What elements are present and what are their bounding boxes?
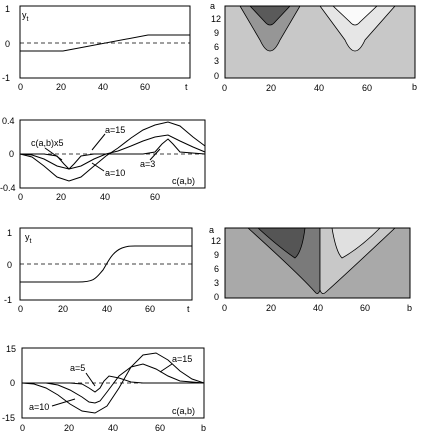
x-tick-label: 0 [18, 192, 23, 202]
contour-negative-outer [239, 6, 301, 52]
x-tick-label: 20 [266, 303, 276, 313]
annotation-leader [149, 148, 161, 161]
x-tick-label: 60 [140, 82, 150, 92]
annotation-leader [91, 133, 106, 151]
x-tick-label: 40 [314, 83, 324, 93]
x-tick-label: 0 [18, 304, 23, 314]
annotation: a=10 [29, 402, 49, 412]
annotation-leader [44, 147, 63, 161]
x-tick-label: 20 [56, 192, 66, 202]
x-label: b [412, 82, 417, 92]
x-label: b [201, 423, 206, 433]
annotation: a=10 [105, 168, 125, 178]
x-tick-label: 40 [98, 82, 108, 92]
x-tick-label: 60 [360, 303, 370, 313]
y-tick-label: 0 [7, 260, 12, 270]
y-tick-label: -1 [4, 295, 12, 305]
annotation-leader [159, 363, 173, 373]
x-tick-label: 40 [108, 423, 118, 433]
panel-top-coefficients: c(a,b)x5 a=15 a=10 a=3 c(a,b) 0.4 0 -0.4… [0, 116, 206, 202]
contour-positive-inner [332, 6, 378, 26]
x-tick-label: 60 [155, 423, 165, 433]
series-line-a10 [19, 134, 206, 170]
y-tick-label: 1 [5, 4, 10, 14]
x-tick-label: 40 [102, 304, 112, 314]
annotation: a=15 [172, 354, 192, 364]
series-line-a5 [22, 375, 204, 393]
y-tick-label: 0 [9, 149, 14, 159]
x-label: t [187, 304, 190, 314]
annotation-leader [91, 162, 105, 172]
plot-frame [224, 5, 416, 79]
y-tick-label: 12 [211, 14, 221, 24]
series-line [20, 34, 190, 52]
x-tick-label: 40 [100, 192, 110, 202]
y-label: yt [22, 10, 29, 23]
annotation: a=3 [140, 159, 155, 169]
panel-bottom-coefficients: a=15 a=5 a=10 c(a,b) 15 0 -15 0 20 40 60… [2, 344, 206, 433]
x-label: t [185, 82, 188, 92]
annotation: c(a,b)x5 [31, 138, 64, 148]
y-label: a [210, 1, 215, 11]
x-tick-label: 0 [20, 423, 25, 433]
y-tick-label: 0 [214, 292, 219, 302]
y-tick-label: 12 [211, 236, 221, 246]
x-tick-label: 20 [64, 423, 74, 433]
y-label: a [209, 225, 214, 235]
x-tick-label: 20 [58, 304, 68, 314]
y-tick-label: 0.4 [2, 116, 15, 126]
panel-bottom-signal: yt t 1 0 -1 0 20 40 60 [4, 227, 193, 314]
annotation-leader [85, 372, 96, 387]
y-tick-label: 3 [214, 278, 219, 288]
contour-negative-inner [257, 228, 306, 259]
y-label: c(a,b) [172, 176, 195, 186]
y-tick-label: 6 [214, 264, 219, 274]
panel-top-signal: yt t 1 0 -1 0 20 40 60 [2, 4, 191, 92]
annotation-leader [51, 398, 76, 407]
y-tick-label: -1 [2, 73, 10, 83]
x-tick-label: 0 [18, 82, 23, 92]
y-label: yt [25, 232, 32, 245]
x-tick-label: 20 [266, 83, 276, 93]
plot-frame [224, 227, 411, 299]
x-tick-label: 60 [145, 304, 155, 314]
y-label: c(a,b) [172, 406, 195, 416]
x-tick-label: 0 [222, 83, 227, 93]
series-line-a15 [21, 352, 205, 414]
series-line [20, 245, 192, 283]
series-line-a10 [22, 363, 205, 404]
y-tick-label: 3 [214, 56, 219, 66]
contour-positive-inner [331, 228, 381, 259]
panel-bottom-heatmap: a b 12 9 6 3 0 0 20 40 60 [209, 225, 412, 313]
y-tick-label: 6 [214, 42, 219, 52]
y-tick-label: 9 [214, 28, 219, 38]
annotation: a=5 [70, 363, 85, 373]
y-tick-label: 15 [6, 344, 16, 354]
x-tick-label: 20 [56, 82, 66, 92]
contour-positive-outer [319, 6, 396, 52]
plot-frame [19, 5, 191, 79]
y-tick-label: 0 [10, 378, 15, 388]
annotation: a=15 [105, 125, 125, 135]
x-tick-label: 60 [362, 83, 372, 93]
contour-negative-inner [249, 6, 291, 26]
panel-top-heatmap: a b 12 9 6 3 0 0 20 40 60 [210, 1, 417, 93]
x-tick-label: 0 [222, 303, 227, 313]
y-tick-label: 9 [214, 250, 219, 260]
x-label: b [407, 303, 412, 313]
y-tick-label: -15 [2, 413, 15, 423]
y-tick-label: 0 [214, 71, 219, 81]
y-tick-label: 0 [5, 39, 10, 49]
x-tick-label: 60 [150, 192, 160, 202]
y-tick-label: -0.4 [0, 183, 16, 193]
x-tick-label: 40 [313, 303, 323, 313]
y-tick-label: 1 [7, 228, 12, 238]
